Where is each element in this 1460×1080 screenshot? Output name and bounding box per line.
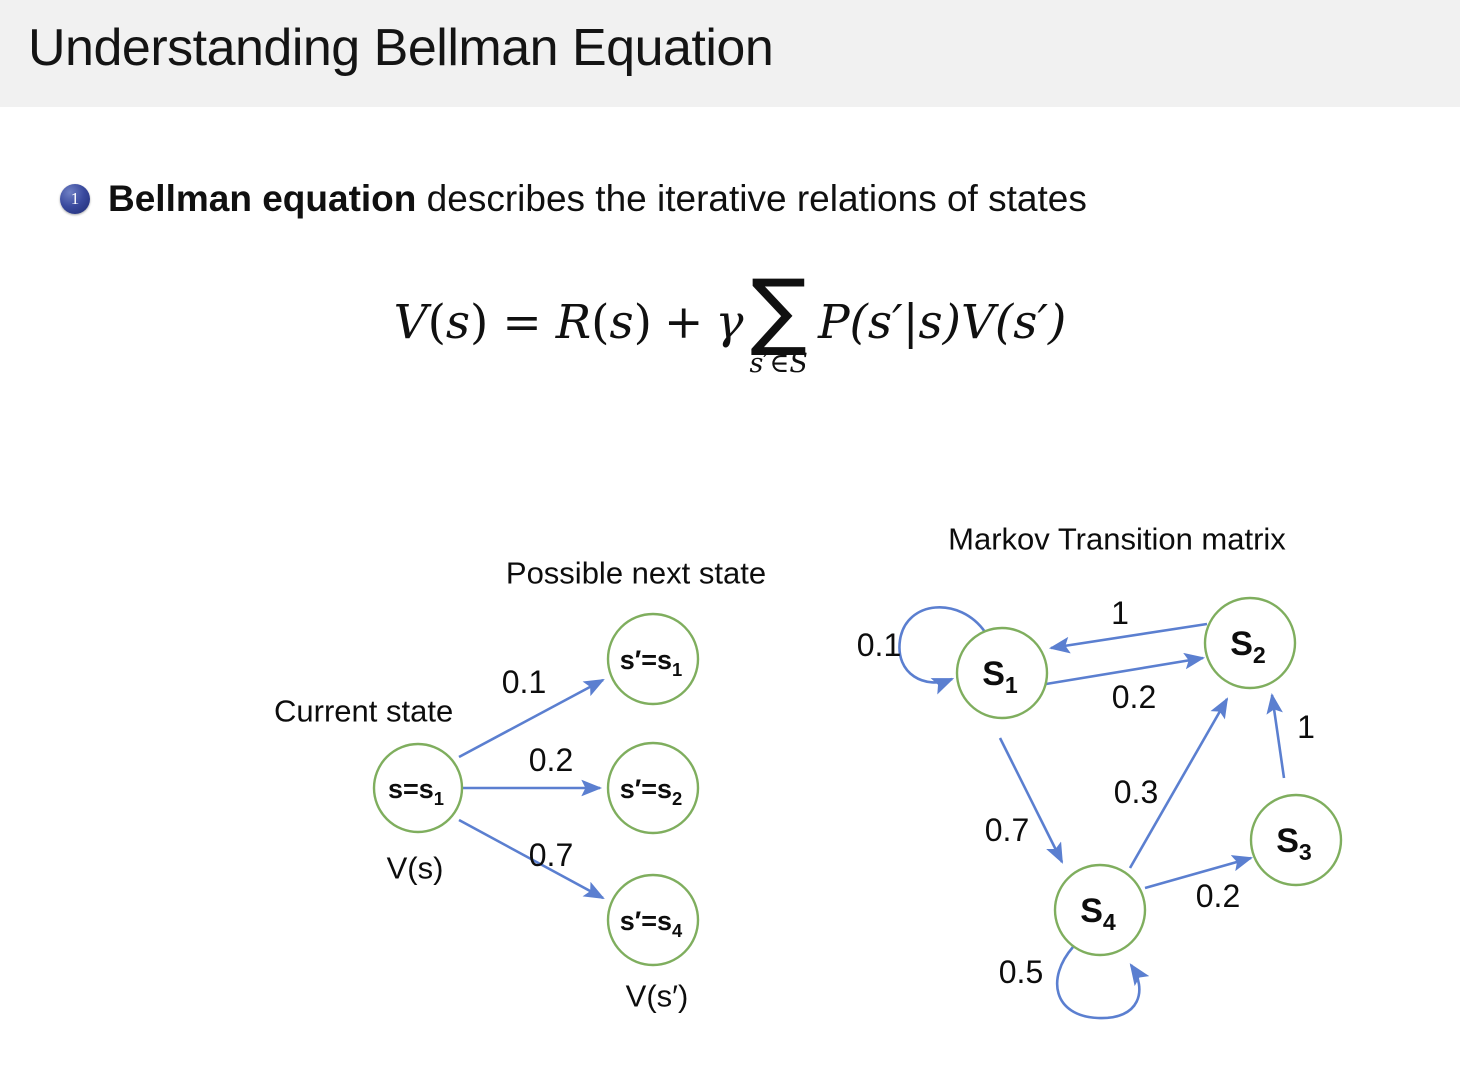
equation-lhs-v: V — [393, 294, 428, 350]
equation-r-s: s — [609, 294, 634, 350]
left-node-next-s1[interactable]: s′=s1 — [606, 612, 700, 706]
right-edge-label-s4-s3: 0.2 — [1196, 878, 1240, 914]
left-node-next-s1-main: s′=s — [620, 645, 672, 675]
right-node-s2-main: S — [1230, 625, 1253, 663]
right-edge-s4-to-s3 — [1144, 855, 1254, 890]
right-node-s4-main: S — [1080, 892, 1103, 930]
left-node-next-s4-main: s′=s — [620, 906, 672, 936]
bellman-equation: V(s) = R(s) + γ ∑ s′∈S P(s′|s) V(s′) — [0, 268, 1460, 378]
right-edge-s4-self-loop — [1055, 946, 1150, 1020]
equation-summation: ∑ s′∈S — [749, 261, 808, 379]
equation-lhs-paren-open: ( — [427, 294, 446, 350]
left-node-next-s1-label: s′=s1 — [620, 645, 683, 680]
equation-p-term: P(s′|s) — [817, 294, 961, 350]
left-caption-current-state: Current state — [274, 694, 453, 729]
page-title: Understanding Bellman Equation — [28, 19, 774, 77]
right-node-s3-sub: 3 — [1299, 839, 1312, 865]
equation-row: V(s) = R(s) + γ ∑ s′∈S P(s′|s) V(s′) — [393, 268, 1067, 378]
equation-r-close: ) — [633, 294, 652, 350]
slide-header-band — [0, 0, 1460, 107]
right-node-s3-main: S — [1276, 822, 1299, 860]
left-node-next-s4-sub: 4 — [672, 920, 683, 941]
equation-r-open: ( — [591, 294, 610, 350]
right-node-s4-sub: 4 — [1103, 909, 1116, 935]
equation-v-term: V(s′) — [960, 294, 1067, 350]
bullet-number-icon: 1 — [60, 184, 90, 214]
equation-lhs-s: s — [445, 294, 471, 350]
right-diagram: Markov Transition matrix 0.1 1 0.2 0.7 0… — [857, 522, 1343, 1020]
left-node-current-main: s=s — [388, 774, 434, 804]
sigma-icon: ∑ — [750, 261, 807, 359]
left-node-current-sub: 1 — [434, 788, 444, 809]
right-node-s4[interactable]: S4 — [1053, 863, 1147, 957]
equation-r-fn: R — [555, 294, 592, 350]
left-value-next: V(s′) — [626, 979, 689, 1014]
right-node-s1[interactable]: S1 — [955, 626, 1049, 720]
equation-sigma-subscript: s′∈S — [749, 347, 808, 379]
left-node-current-label: s=s1 — [388, 774, 444, 809]
left-node-next-s4[interactable]: s′=s4 — [606, 873, 700, 967]
right-node-s2-sub: 2 — [1253, 642, 1266, 668]
right-edge-s2-to-s1 — [1048, 622, 1208, 654]
left-node-next-s2-main: s′=s — [620, 774, 672, 804]
left-edge-to-s4 — [458, 818, 605, 900]
right-edge-label-s2-s1: 1 — [1111, 595, 1129, 631]
right-edge-s3-to-s2 — [1266, 692, 1286, 779]
right-edge-s1-to-s2 — [1045, 652, 1206, 686]
bullet-rest-text: describes the iterative relations of sta… — [416, 178, 1087, 219]
left-node-next-s4-label: s′=s4 — [620, 906, 683, 941]
left-caption-next-state: Possible next state — [506, 556, 766, 591]
bullet-text: Bellman equation describes the iterative… — [108, 178, 1087, 220]
right-edge-s1-self-loop — [898, 606, 987, 695]
left-edge-to-s1 — [458, 678, 605, 759]
left-node-current-state[interactable]: s=s1 — [372, 742, 464, 834]
left-edge-label-2: 0.7 — [529, 837, 573, 873]
equation-plus: + — [663, 294, 704, 350]
left-edge-label-1: 0.2 — [529, 742, 573, 778]
right-edge-s4-to-s2 — [1128, 697, 1229, 869]
left-value-current: V(s) — [387, 851, 444, 886]
right-node-s2-label: S2 — [1230, 625, 1266, 668]
equation-equals: = — [502, 294, 542, 350]
right-edge-label-s1-self: 0.1 — [857, 627, 901, 663]
equation-lhs-paren-close: ) — [470, 294, 489, 350]
right-node-s1-sub: 1 — [1005, 672, 1018, 698]
bullet-item: 1 Bellman equation describes the iterati… — [60, 178, 1087, 220]
right-caption-markov: Markov Transition matrix — [948, 522, 1286, 557]
left-node-next-s2[interactable]: s′=s2 — [606, 741, 700, 835]
right-edge-s1-to-s4 — [998, 737, 1064, 864]
left-edge-label-0: 0.1 — [502, 664, 546, 700]
right-edge-label-s4-s2: 0.3 — [1114, 774, 1158, 810]
equation-gamma: γ — [715, 294, 744, 350]
left-node-next-s2-sub: 2 — [672, 788, 682, 809]
right-node-s4-label: S4 — [1080, 892, 1116, 935]
right-node-s1-label: S1 — [982, 655, 1018, 698]
left-diagram: Possible next state Current state V(s) V… — [274, 556, 766, 1014]
right-edge-label-s3-s2: 1 — [1297, 709, 1315, 745]
left-node-next-s2-label: s′=s2 — [620, 774, 683, 809]
right-node-s3[interactable]: S3 — [1249, 793, 1343, 887]
right-edge-label-s1-s4: 0.7 — [985, 812, 1029, 848]
right-node-s1-main: S — [982, 655, 1005, 693]
right-edge-label-s1-s2: 0.2 — [1112, 679, 1156, 715]
right-node-s3-label: S3 — [1276, 822, 1312, 865]
left-node-next-s1-sub: 1 — [672, 659, 682, 680]
right-edge-label-s4-self: 0.5 — [999, 954, 1043, 990]
right-node-s2[interactable]: S2 — [1203, 596, 1297, 690]
bullet-strong-text: Bellman equation — [108, 178, 417, 219]
